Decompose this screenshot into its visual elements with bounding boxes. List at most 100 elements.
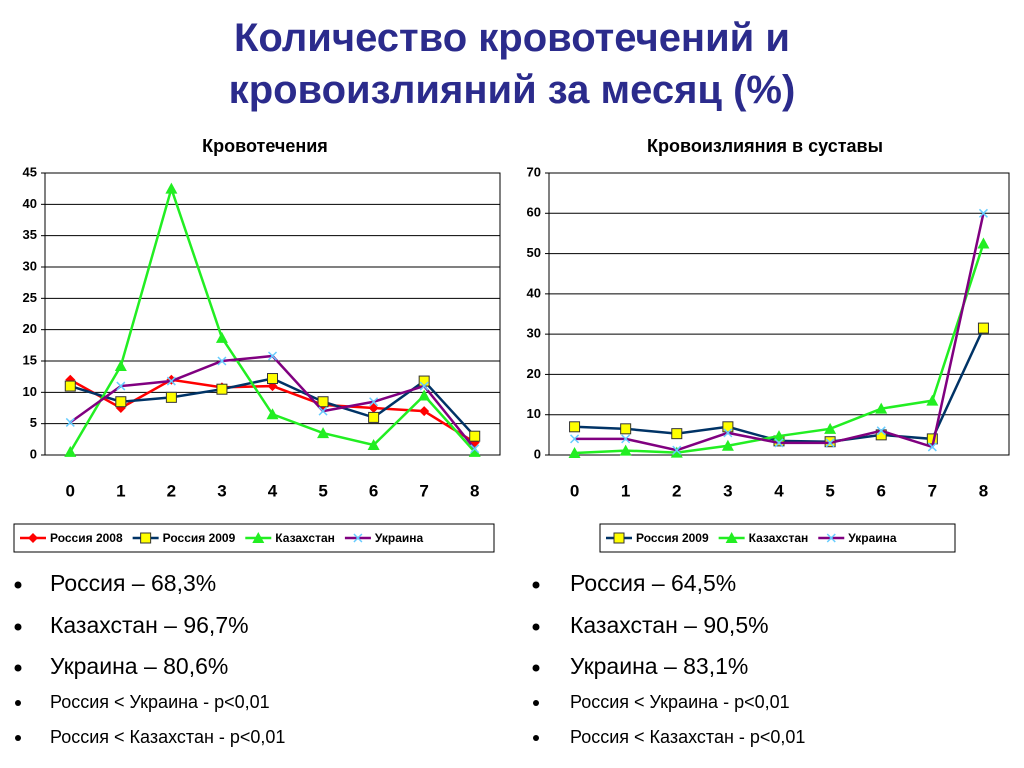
bullet	[14, 664, 22, 672]
marker-stroke	[621, 434, 631, 444]
marker	[568, 446, 581, 458]
marker	[470, 444, 480, 454]
marker	[721, 439, 734, 451]
legend-label: Россия 2009	[163, 531, 236, 545]
legend-label: Казахстан	[749, 531, 809, 545]
bullet-text: Украина – 83,1%	[570, 653, 748, 679]
marker	[419, 406, 430, 417]
bullet-text: Казахстан – 96,7%	[50, 612, 249, 638]
y-tick-label: 70	[527, 164, 541, 179]
marker-stroke	[116, 381, 126, 391]
marker	[875, 402, 888, 414]
marker	[28, 533, 38, 543]
marker-stroke	[826, 533, 836, 543]
marker-stroke	[876, 426, 886, 436]
marker	[317, 396, 329, 408]
marker	[927, 442, 937, 452]
marker	[725, 532, 738, 543]
legend-label: Казахстан	[275, 531, 335, 545]
marker	[826, 533, 836, 543]
legend-label: Россия 2009	[636, 531, 709, 545]
marker-stroke	[570, 434, 580, 444]
y-tick-label: 40	[23, 196, 37, 211]
legend-key	[613, 532, 625, 544]
marker-stroke	[267, 351, 278, 361]
bullet-text: Украина – 80,6%	[50, 653, 228, 679]
x-tick-label: 0	[570, 481, 579, 500]
legend-key	[252, 532, 265, 543]
x-tick-label: 6	[369, 481, 378, 500]
marker	[672, 445, 682, 455]
legend-key	[140, 532, 152, 544]
bullet	[14, 581, 22, 589]
plot-area	[548, 172, 1010, 456]
bullet-text: Россия < Казахстан - p<0,01	[50, 727, 285, 747]
marker-stroke	[419, 381, 429, 391]
y-tick-label: 30	[23, 258, 37, 273]
marker	[773, 430, 785, 442]
marker	[570, 434, 580, 444]
marker	[215, 331, 228, 343]
y-tick-label: 0	[30, 446, 37, 461]
bullet-text: Россия – 64,5%	[570, 570, 736, 596]
bullet	[533, 735, 539, 741]
x-tick-label: 2	[672, 481, 681, 500]
y-tick-label: 20	[23, 321, 37, 336]
marker	[367, 438, 380, 450]
marker	[876, 426, 886, 436]
y-tick-label: 50	[527, 245, 541, 260]
marker-stroke	[927, 442, 937, 452]
bullet	[15, 735, 21, 741]
marker	[318, 406, 328, 416]
bullet	[532, 664, 540, 672]
marker	[114, 360, 127, 372]
marker-stroke	[353, 533, 363, 543]
y-tick-label: 35	[23, 227, 37, 242]
x-tick-label: 6	[876, 481, 885, 500]
marker	[671, 428, 683, 440]
y-tick-label: 20	[527, 366, 541, 381]
y-tick-label: 10	[23, 384, 37, 399]
slide-title: Количество кровотечений и кровоизлияний …	[228, 16, 796, 112]
marker	[65, 417, 75, 427]
y-tick-label: 5	[30, 415, 37, 430]
marker	[468, 445, 481, 457]
y-tick-label: 60	[527, 205, 541, 220]
marker-stroke	[166, 376, 176, 386]
y-tick-label: 25	[23, 290, 37, 305]
marker	[621, 434, 631, 444]
x-tick-label: 4	[268, 481, 278, 500]
marker-stroke	[774, 438, 784, 448]
x-tick-label: 8	[470, 481, 479, 500]
marker	[977, 237, 990, 249]
marker	[977, 322, 989, 334]
y-tick-label: 0	[534, 446, 541, 461]
marker	[216, 383, 228, 395]
marker	[613, 532, 625, 544]
marker	[569, 421, 581, 433]
legend-key	[28, 533, 38, 543]
legend-key	[353, 533, 363, 543]
x-tick-label: 5	[825, 481, 834, 500]
marker	[115, 396, 127, 408]
bullet	[532, 581, 540, 589]
x-tick-label: 3	[217, 481, 226, 500]
legend: Россия 2009 Казахстан Украина	[599, 523, 956, 553]
marker-stroke	[369, 397, 379, 407]
marker	[267, 351, 278, 361]
marker	[670, 446, 683, 458]
marker-stroke	[978, 208, 988, 218]
y-tick-label: 40	[527, 285, 541, 300]
marker	[140, 532, 152, 544]
marker	[824, 422, 837, 434]
x-tick-label: 2	[167, 481, 176, 500]
marker	[469, 430, 481, 442]
marker	[368, 411, 380, 423]
marker	[368, 403, 379, 413]
marker-stroke	[723, 428, 733, 438]
marker	[774, 438, 784, 448]
y-tick-label: 10	[527, 406, 541, 421]
marker	[825, 438, 835, 448]
